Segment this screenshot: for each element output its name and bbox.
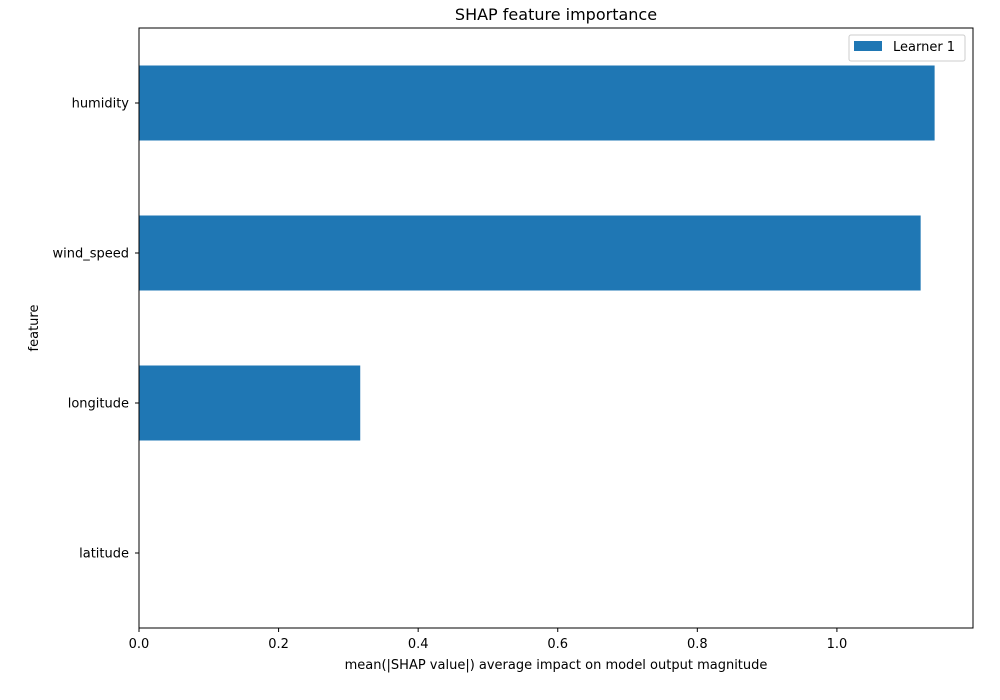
legend: Learner 1 <box>848 34 966 62</box>
x-tick-label: 0.8 <box>687 637 708 652</box>
bar-humidity <box>139 65 935 141</box>
x-tick-label: 0.4 <box>408 637 429 652</box>
plot-frame <box>138 27 974 629</box>
legend-label: Learner 1 <box>893 40 955 55</box>
bars-layer <box>139 65 935 441</box>
x-tick-label: 0.2 <box>268 637 289 652</box>
x-tick-label: 1.0 <box>827 637 848 652</box>
y-axis-ticks: humidity wind_speed longitude latitude <box>52 97 139 562</box>
y-axis-label: feature <box>27 305 42 352</box>
bar-longitude <box>139 365 361 441</box>
x-axis-ticks: 0.0 0.2 0.4 0.6 0.8 1.0 <box>129 628 848 652</box>
x-tick-label: 0.0 <box>129 637 150 652</box>
y-tick-label: humidity <box>72 97 130 112</box>
y-tick-label: wind_speed <box>52 247 129 262</box>
chart-title: SHAP feature importance <box>455 5 657 24</box>
x-axis-label: mean(|SHAP value|) average impact on mod… <box>345 658 768 673</box>
x-tick-label: 0.6 <box>547 637 568 652</box>
legend-swatch <box>854 41 882 51</box>
y-tick-label: longitude <box>68 397 129 412</box>
bar-wind-speed <box>139 215 921 291</box>
y-tick-label: latitude <box>79 547 129 562</box>
